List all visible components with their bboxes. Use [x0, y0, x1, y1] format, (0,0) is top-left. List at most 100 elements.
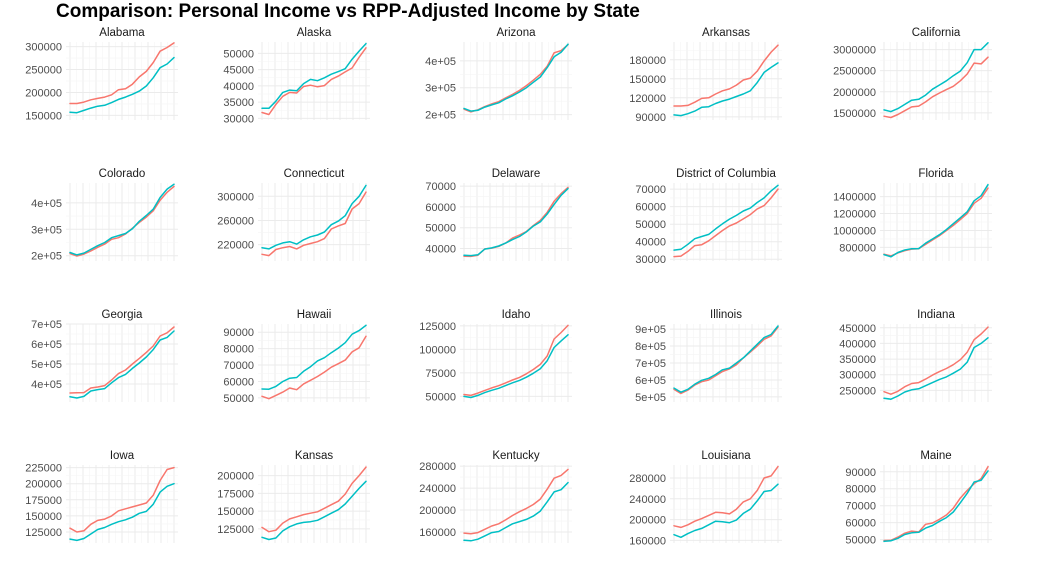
- y-tick-label: 240000: [629, 494, 666, 506]
- y-tick-label: 175000: [217, 488, 254, 500]
- panel-georgia: 4e+05 5e+05 6e+05 7e+05 Georgia: [31, 309, 178, 402]
- y-tick-label: 300000: [217, 191, 254, 203]
- y-tick-label: 70000: [425, 181, 456, 193]
- y-tick-label: 240000: [419, 483, 456, 495]
- y-tick-label: 200000: [25, 479, 62, 491]
- y-tick-label: 125000: [217, 524, 254, 536]
- series-line-personal-income: [261, 191, 367, 257]
- y-tick-label: 150000: [629, 74, 666, 86]
- y-tick-label: 60000: [635, 202, 666, 214]
- panel-indiana: 250000 300000 350000 400000 450000 Indiana: [839, 309, 992, 402]
- y-tick-label: 2000000: [833, 87, 876, 99]
- panel-title: District of Columbia: [676, 168, 776, 180]
- series-line-rpp-adjusted: [69, 56, 175, 114]
- y-tick-label: 125000: [419, 321, 456, 333]
- y-tick-label: 200000: [25, 87, 62, 99]
- y-tick-label: 175000: [25, 495, 62, 507]
- series-line-rpp-adjusted: [883, 42, 989, 113]
- panel-title: Arizona: [497, 27, 537, 39]
- series-line-personal-income: [261, 47, 367, 116]
- y-tick-label: 7e+05: [635, 358, 666, 370]
- y-tick-label: 60000: [845, 518, 876, 530]
- series-line-personal-income: [69, 466, 175, 533]
- y-tick-label: 7e+05: [31, 319, 62, 331]
- y-tick-label: 200000: [217, 471, 254, 483]
- y-tick-label: 125000: [25, 527, 62, 539]
- y-tick-label: 70000: [845, 501, 876, 513]
- series-line-rpp-adjusted: [673, 62, 779, 117]
- series-line-personal-income: [261, 466, 367, 533]
- series-line-personal-income: [69, 185, 175, 257]
- series-line-rpp-adjusted: [883, 183, 989, 258]
- panel-hawaii: 50000 60000 70000 80000 90000 Hawaii: [223, 309, 370, 405]
- panel-title: Georgia: [102, 309, 144, 321]
- y-tick-label: 2e+05: [31, 251, 62, 263]
- panel-idaho: 50000 75000 100000 125000 Idaho: [419, 309, 572, 403]
- series-line-rpp-adjusted: [261, 184, 367, 250]
- panel-title: Connecticut: [284, 168, 346, 180]
- panel-kansas: 125000 150000 175000 200000 Kansas: [217, 450, 370, 543]
- series-line-personal-income: [463, 324, 569, 397]
- panel-illinois: 5e+05 6e+05 7e+05 8e+05 9e+05 Illinois: [635, 309, 782, 404]
- y-tick-label: 280000: [419, 461, 456, 473]
- series-line-rpp-adjusted: [463, 187, 569, 257]
- series-line-rpp-adjusted: [463, 334, 569, 399]
- y-tick-label: 90000: [635, 112, 666, 124]
- y-tick-label: 50000: [635, 219, 666, 231]
- y-tick-label: 35000: [223, 97, 254, 109]
- series-line-rpp-adjusted: [69, 183, 175, 256]
- y-tick-label: 4e+05: [425, 56, 456, 68]
- y-tick-label: 30000: [635, 254, 666, 266]
- series-line-rpp-adjusted: [69, 482, 175, 542]
- y-tick-label: 200000: [419, 505, 456, 517]
- series-line-personal-income: [673, 465, 779, 529]
- y-tick-label: 40000: [223, 81, 254, 93]
- series-line-rpp-adjusted: [69, 330, 175, 399]
- y-tick-label: 1500000: [833, 108, 876, 120]
- series-line-rpp-adjusted: [463, 481, 569, 542]
- y-tick-label: 4e+05: [31, 198, 62, 210]
- y-tick-label: 90000: [845, 467, 876, 479]
- y-tick-label: 50000: [223, 48, 254, 60]
- series-line-personal-income: [883, 326, 989, 395]
- series-line-rpp-adjusted: [261, 480, 367, 541]
- y-tick-label: 1200000: [833, 209, 876, 221]
- y-tick-label: 50000: [845, 535, 876, 547]
- panel-iowa: 125000 150000 175000 200000 225000 Iowa: [25, 450, 178, 543]
- series-line-rpp-adjusted: [673, 483, 779, 539]
- y-tick-label: 3e+05: [31, 224, 62, 236]
- series-line-personal-income: [69, 326, 175, 394]
- y-tick-label: 200000: [629, 515, 666, 527]
- series-line-rpp-adjusted: [883, 470, 989, 543]
- panel-title: Idaho: [502, 309, 531, 321]
- y-tick-label: 9e+05: [635, 324, 666, 336]
- series-line-personal-income: [69, 42, 175, 105]
- y-tick-label: 50000: [425, 391, 456, 403]
- y-tick-label: 450000: [839, 323, 876, 335]
- y-tick-label: 100000: [419, 344, 456, 356]
- y-tick-label: 280000: [629, 473, 666, 485]
- y-tick-label: 1000000: [833, 225, 876, 237]
- panel-title: Hawaii: [297, 309, 332, 321]
- panel-louisiana: 160000 200000 240000 280000 Louisiana: [629, 450, 782, 547]
- panel-florida: 800000 1000000 1200000 1400000 Florida: [833, 168, 992, 261]
- panel-title: Kentucky: [492, 450, 540, 462]
- y-tick-label: 300000: [839, 370, 876, 382]
- series-line-rpp-adjusted: [463, 43, 569, 112]
- series-line-personal-income: [261, 335, 367, 400]
- panel-title: Maine: [920, 450, 951, 462]
- panel-colorado: 2e+05 3e+05 4e+05 Colorado: [31, 168, 178, 263]
- y-tick-label: 2500000: [833, 66, 876, 78]
- y-tick-label: 45000: [223, 65, 254, 77]
- y-tick-label: 350000: [839, 354, 876, 366]
- series-line-personal-income: [673, 44, 779, 107]
- y-tick-label: 80000: [845, 484, 876, 496]
- y-tick-label: 5e+05: [635, 392, 666, 404]
- y-tick-label: 75000: [425, 368, 456, 380]
- panel-title: Iowa: [110, 450, 135, 462]
- panel-district-of-columbia: 30000 40000 50000 60000 70000 District of Col…: [635, 168, 782, 266]
- y-tick-label: 6e+05: [635, 375, 666, 387]
- y-tick-label: 60000: [223, 376, 254, 388]
- panel-title: Colorado: [99, 168, 146, 180]
- series-line-personal-income: [673, 188, 779, 258]
